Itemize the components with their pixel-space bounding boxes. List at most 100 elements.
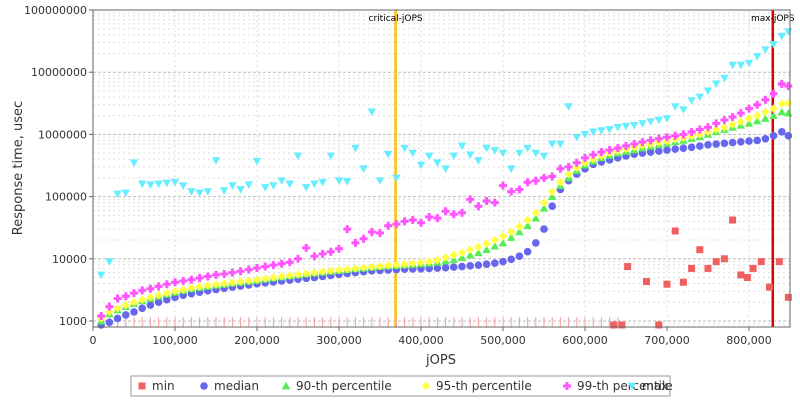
95-th-percentile-point	[359, 263, 368, 272]
min-point	[720, 255, 728, 263]
max-point	[334, 177, 344, 185]
median-point	[482, 260, 491, 268]
max-point	[736, 61, 745, 70]
median-point	[679, 144, 688, 152]
median-point	[753, 136, 761, 145]
max-point	[712, 80, 721, 89]
95-th-percentile-point	[318, 267, 327, 276]
y-tick-label: 100000000	[24, 4, 87, 17]
max-point	[490, 147, 499, 155]
99-th-percentile-point	[695, 125, 704, 134]
90-th-percentile-point	[531, 213, 540, 222]
median-point	[474, 261, 483, 269]
95-th-percentile-point	[195, 282, 204, 291]
max-point	[556, 140, 565, 149]
99-th-percentile-point	[589, 150, 598, 159]
median-point	[663, 146, 671, 154]
median-point	[728, 138, 737, 147]
90-th-percentile-point	[744, 119, 754, 127]
median-point	[745, 137, 753, 145]
median-point	[532, 239, 540, 247]
max-point	[671, 103, 680, 111]
median-point	[130, 308, 138, 316]
99-th-percentile-point	[244, 265, 253, 274]
min-point	[704, 264, 712, 272]
95-th-percentile-point	[129, 298, 139, 307]
99-th-percentile-point	[663, 133, 671, 142]
99-th-percentile-point	[548, 172, 557, 181]
90-th-percentile-point	[753, 116, 762, 125]
max-point	[695, 93, 704, 102]
95-th-percentile-point	[548, 187, 557, 196]
99-th-percentile-point	[343, 225, 352, 234]
99-th-percentile-point	[425, 212, 434, 221]
99-th-percentile-point	[581, 153, 589, 162]
99-th-percentile-point	[679, 130, 688, 139]
max-point	[753, 52, 762, 61]
99-th-percentile-point	[704, 123, 712, 132]
max-point	[179, 182, 188, 190]
99-th-percentile-point	[540, 173, 548, 182]
90-th-percentile-point	[761, 114, 770, 122]
median-point	[737, 138, 745, 146]
median-point	[441, 263, 450, 272]
max-point	[187, 188, 196, 196]
median-point	[523, 247, 532, 256]
median-point	[450, 263, 458, 271]
99-th-percentile-point	[97, 312, 106, 321]
95-th-percentile-point	[236, 277, 245, 286]
99-th-percentile-point	[376, 228, 384, 237]
min-point	[663, 280, 671, 288]
max-point	[359, 165, 368, 173]
max-point	[539, 152, 549, 161]
95-th-percentile-point	[408, 259, 417, 268]
99-th-percentile-point	[400, 217, 409, 226]
99-th-percentile-point	[474, 202, 483, 211]
max-point	[720, 74, 729, 83]
max-point	[474, 157, 483, 165]
99-th-percentile-point	[261, 262, 270, 271]
99-th-percentile-point	[203, 272, 212, 281]
99-th-percentile-point	[449, 210, 458, 219]
legend-box	[130, 375, 671, 397]
median-point	[704, 141, 712, 149]
95-th-percentile-point	[523, 215, 532, 225]
min-point	[688, 264, 696, 272]
min-point	[643, 278, 650, 286]
99-th-percentile-point	[523, 178, 532, 187]
max-point	[457, 142, 467, 151]
x-tick-label: 400,000	[398, 334, 444, 347]
max-point	[384, 150, 393, 159]
95-th-percentile-point	[736, 117, 745, 126]
min-point	[729, 216, 737, 224]
90-th-percentile-point	[507, 233, 516, 241]
max-point	[269, 182, 278, 190]
max-point	[236, 186, 245, 194]
95-th-percentile-point	[121, 300, 130, 310]
y-tick-label: 10000000	[31, 66, 87, 79]
min-point	[766, 283, 773, 291]
max-point	[654, 116, 663, 125]
max-point	[113, 190, 122, 199]
max-point	[572, 133, 581, 142]
min-point	[737, 271, 745, 279]
legend-label-95-th-percentile: 95-th percentile	[436, 379, 532, 393]
95-th-percentile-point	[720, 123, 729, 132]
99-th-percentile-point	[351, 238, 360, 247]
max-point	[252, 157, 262, 166]
max-point	[523, 144, 532, 153]
median-point	[163, 295, 171, 304]
min-point	[757, 258, 765, 266]
99-th-percentile-point	[285, 258, 294, 267]
min-point	[610, 321, 618, 329]
max-point	[744, 59, 754, 68]
max-point	[97, 271, 106, 280]
legend-swatch-median	[200, 382, 208, 390]
95-th-percentile-point	[449, 250, 458, 260]
99-th-percentile-point	[777, 79, 786, 88]
99-th-percentile-point	[622, 142, 630, 151]
median-point	[458, 262, 466, 271]
95-th-percentile-point	[269, 273, 278, 282]
99-th-percentile-point	[310, 252, 319, 261]
